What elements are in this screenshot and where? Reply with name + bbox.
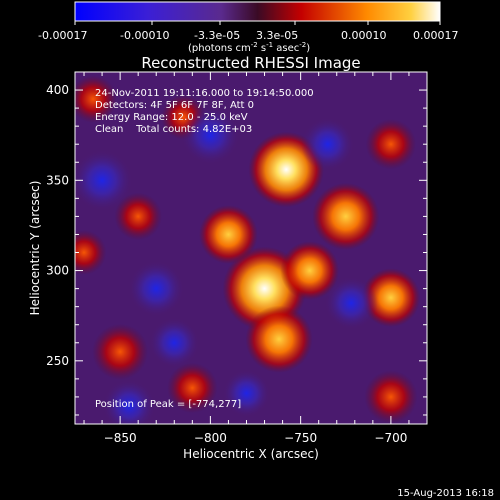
annotation-detectors: Detectors: 4F 5F 6F 7F 8F, Att 0 — [95, 100, 254, 111]
colorbar-tick-label-1: -0.00010 — [120, 29, 169, 42]
emission-source — [312, 182, 380, 251]
annotation-time-range: 24-Nov-2011 19:11:16.000 to 19:14:50.000 — [95, 88, 314, 99]
plot-frame — [74, 71, 428, 425]
footer-date: 15-Aug-2013 16:18 — [397, 488, 494, 499]
emission-source — [167, 362, 218, 414]
negative-residual — [75, 149, 133, 212]
emission-source — [280, 241, 340, 300]
negative-residual — [102, 379, 156, 424]
x-tick-label: −750 — [284, 431, 317, 445]
y-axis-label: Heliocentric Y (arcsec) — [28, 181, 42, 316]
annotation-total-counts: Clean Total counts: 4.82E+03 — [95, 124, 252, 135]
annotation-peak-position: Position of Peak = [-774,277] — [95, 399, 241, 410]
negative-residual — [149, 317, 200, 368]
negative-residual — [222, 369, 271, 418]
colorbar-tick-label-5: 0.00017 — [413, 29, 459, 42]
emission-source — [114, 192, 162, 241]
chart-title: Reconstructed RHESSI Image — [141, 54, 360, 72]
emission-source — [245, 305, 313, 373]
annotation-energy-range: Energy Range: 12.0 - 25.0 keV — [95, 112, 248, 123]
colorbar-tick-label-2: -3.3e-05 — [194, 29, 240, 42]
heatmap-sources — [75, 75, 421, 424]
colorbar-tick-label-0: -0.00017 — [38, 29, 87, 42]
emission-source — [364, 370, 418, 424]
negative-residual — [324, 276, 378, 330]
y-tick-label: 300 — [46, 264, 69, 278]
emission-source — [75, 230, 107, 275]
axis-ticks — [75, 71, 428, 424]
x-tick-label: −700 — [374, 431, 407, 445]
negative-residual — [180, 105, 240, 165]
colorbar-unit-label: (photons cm-2 s-1 asec-2) — [188, 41, 310, 54]
emission-source — [75, 75, 117, 123]
colorbar-ticks — [74, 21, 441, 25]
colorbar-tick-label-3: 3.3e-05 — [256, 29, 298, 42]
x-tick-label: −850 — [104, 431, 137, 445]
y-tick-label: 350 — [46, 173, 69, 187]
negative-residual — [128, 260, 185, 317]
emission-source — [361, 268, 421, 328]
negative-residual — [301, 117, 355, 171]
x-tick-label: −800 — [194, 431, 227, 445]
emission-source — [92, 323, 149, 380]
axis-tick-labels: −850 −800 −750 −700 250 300 350 400 — [46, 83, 407, 445]
x-axis-label: Heliocentric X (arcsec) — [183, 447, 319, 461]
y-tick-label: 400 — [46, 83, 69, 97]
emission-source — [199, 205, 258, 264]
emission-source — [365, 119, 417, 170]
colorbar — [74, 1, 441, 22]
y-tick-label: 250 — [46, 354, 69, 368]
colorbar-tick-label-4: 0.00010 — [341, 29, 387, 42]
